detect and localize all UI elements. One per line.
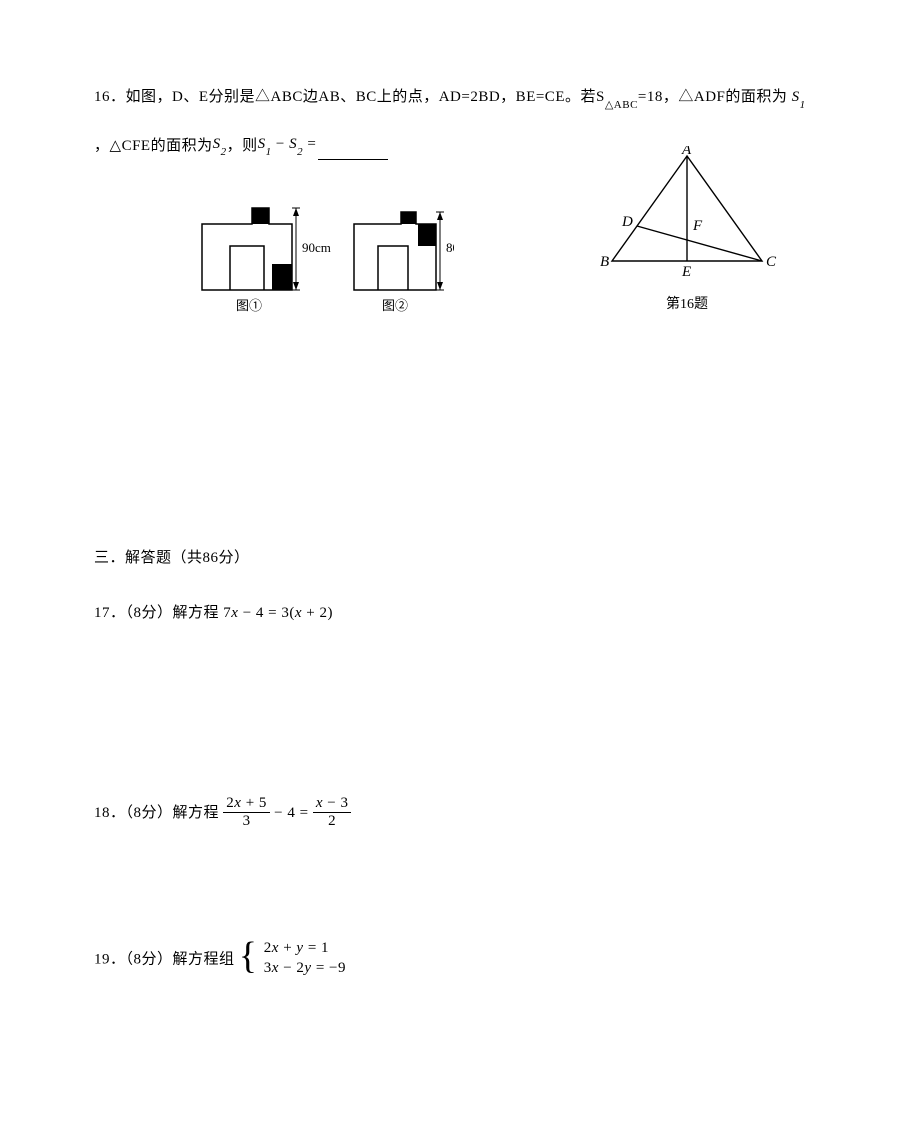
tri-label-B: B [600,254,609,270]
q16-sub-dabc: △ABC [605,99,638,111]
q18-mid: − 4 = [274,805,313,821]
arch-fig1: 90cm 图① [202,208,331,313]
tri-label-A: A [681,146,692,158]
q19-system: { 2x + y = 1 3x − 2y = −9 [239,938,346,979]
q19-eq2: 3x − 2y = −9 [264,960,346,976]
q16-tri2: △ [678,89,694,105]
tri-label-F: F [692,218,703,234]
q19-prefix: 19．（8分）解方程组 [94,951,239,967]
q16-tri3: △ [110,133,122,160]
q18-frac1: 2x + 5 3 [223,796,270,829]
q17-eq: 7x − 4 = 3(x + 2) [223,605,333,621]
q16-S2: S2 [213,131,227,160]
arch-cap1: 图① [236,298,262,313]
q16-S1: S1 [792,89,806,105]
q16-number: 16． [94,89,126,105]
arch-figures: 90cm 图① 80cm 图② [194,188,454,333]
q16-tri1: △ [255,89,271,105]
arch-cap2: 图② [382,298,408,313]
triangle-lines [612,156,762,261]
page: { "colors": { "text": "#000000", "bg": "… [0,0,920,1140]
q16-t2: 边AB、BC上的点，AD=2BD，BE=CE。若S [303,89,605,105]
q16-t1: 如图，D、E分别是 [126,89,256,105]
q16-eq18: =18， [638,89,678,105]
q17-prefix: 17．（8分）解方程 [94,605,223,621]
q16-then: ，则 [227,133,258,160]
q18-frac2: x − 3 2 [313,796,352,829]
q16-line1: 16．如图，D、E分别是△ABC边AB、BC上的点，AD=2BD，BE=CE。若… [94,84,836,113]
q16-expr: S1 − S2 = [258,131,317,160]
q16-blank [318,145,388,160]
q18: 18．（8分）解方程 2x + 5 3 − 4 = x − 3 2 [94,797,836,830]
arch-dim1: 90cm [302,240,331,255]
triangle-figure: A B C D E F 第16题 [572,146,802,313]
q16-areais2: 的面积为 [151,133,213,160]
triangle-caption: 第16题 [572,293,802,313]
tri-label-C: C [766,254,777,270]
arch-fig2: 80cm 图② [354,212,454,313]
section-3-title: 三．解答题（共86分） [94,546,836,567]
q16-adf: ADF [694,89,726,105]
arch-dim2: 80cm [446,240,454,255]
q16-abc: ABC [271,89,303,105]
q16-comma: ， [94,133,110,160]
q16-cfe: CFE [122,133,151,160]
q16-areais: 的面积为 [725,89,787,105]
q19-eq1: 2x + y = 1 [264,940,329,956]
tri-label-E: E [681,264,691,280]
q18-prefix: 18．（8分）解方程 [94,805,223,821]
q17: 17．（8分）解方程 7x − 4 = 3(x + 2) [94,601,836,622]
q19: 19．（8分）解方程组 { 2x + y = 1 3x − 2y = −9 [94,940,836,981]
tri-label-D: D [621,214,633,230]
arch-svg: 90cm 图① 80cm 图② [194,188,454,328]
figures-row: 90cm 图① 80cm 图② [94,166,836,326]
triangle-svg: A B C D E F [572,146,802,286]
